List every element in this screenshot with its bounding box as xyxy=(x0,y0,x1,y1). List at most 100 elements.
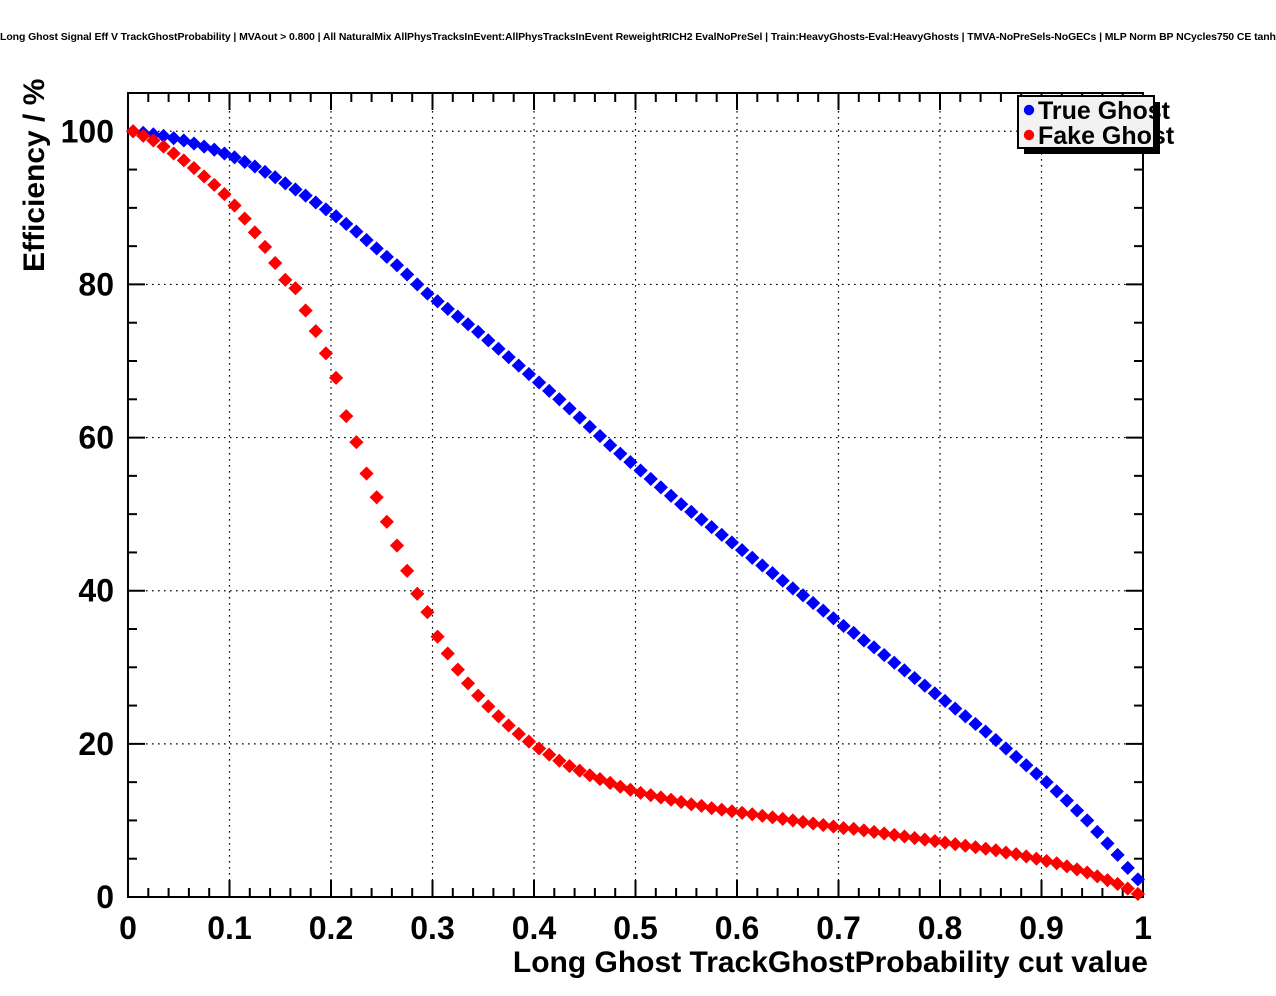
data-point xyxy=(795,814,811,830)
data-point xyxy=(1080,865,1095,880)
data-point xyxy=(268,255,283,271)
data-point xyxy=(897,663,912,678)
data-point xyxy=(846,625,861,640)
data-point xyxy=(1130,872,1145,887)
data-point xyxy=(856,633,871,648)
data-point xyxy=(897,829,912,844)
data-point xyxy=(176,133,191,148)
x-tick-label: 0.8 xyxy=(918,910,962,946)
data-point xyxy=(724,804,739,819)
data-point xyxy=(1090,869,1105,884)
data-point xyxy=(552,392,567,407)
data-point xyxy=(775,811,790,826)
data-point xyxy=(755,558,770,573)
data-point xyxy=(948,837,963,852)
data-point xyxy=(1029,766,1044,781)
data-point xyxy=(836,821,851,836)
data-point xyxy=(603,438,618,453)
data-point xyxy=(217,187,232,202)
legend-label[interactable]: Fake Ghost xyxy=(1038,122,1175,150)
data-point xyxy=(339,409,354,424)
data-point xyxy=(511,726,526,741)
data-point xyxy=(968,840,983,855)
legend-label[interactable]: True Ghost xyxy=(1038,97,1171,125)
data-point xyxy=(521,366,536,382)
data-point xyxy=(978,724,993,739)
x-tick-label: 0.5 xyxy=(613,910,657,946)
data-point xyxy=(745,807,760,822)
data-point xyxy=(339,216,354,231)
data-point xyxy=(714,527,729,542)
data-series-group xyxy=(126,124,1145,901)
data-point xyxy=(1029,851,1044,866)
data-point xyxy=(948,701,963,716)
data-point xyxy=(1110,847,1125,862)
data-point xyxy=(126,124,141,139)
data-point xyxy=(623,782,638,797)
data-point xyxy=(907,670,922,686)
x-tick-label: 0.6 xyxy=(715,910,759,946)
y-axis-tick-labels: 0 20 40 60 80 100 xyxy=(61,113,114,915)
data-point xyxy=(349,435,364,450)
data-point xyxy=(562,401,577,416)
data-point xyxy=(227,150,242,165)
data-point xyxy=(379,514,394,529)
y-axis-title: Efficiency / % xyxy=(18,79,51,272)
data-point xyxy=(1110,876,1125,892)
data-point xyxy=(420,605,435,620)
data-point xyxy=(603,775,618,790)
data-point xyxy=(927,834,942,849)
data-point xyxy=(552,753,567,768)
x-tick-label: 0 xyxy=(119,910,137,946)
data-point xyxy=(755,808,770,823)
legend-marker-icon xyxy=(1023,129,1035,141)
data-point xyxy=(856,823,871,838)
data-point xyxy=(389,258,405,273)
data-point xyxy=(207,142,222,157)
data-point xyxy=(745,550,760,565)
data-point xyxy=(623,455,638,470)
data-point xyxy=(166,131,181,146)
data-point xyxy=(1120,881,1135,896)
data-point xyxy=(1090,824,1105,839)
data-point xyxy=(227,198,242,213)
data-point xyxy=(156,139,171,154)
data-point xyxy=(471,688,486,703)
data-point xyxy=(491,709,506,724)
data-point xyxy=(613,779,628,794)
data-point xyxy=(846,821,861,836)
legend-background xyxy=(1017,95,1155,149)
data-point xyxy=(806,816,821,831)
data-point xyxy=(1069,862,1085,877)
data-point xyxy=(562,759,577,774)
data-point xyxy=(532,741,547,756)
data-point xyxy=(1100,836,1115,851)
data-point xyxy=(237,154,252,169)
data-point xyxy=(410,277,425,292)
data-point xyxy=(1069,803,1085,818)
data-point xyxy=(318,346,333,361)
x-axis-title: Long Ghost TrackGhostProbability cut val… xyxy=(513,946,1148,979)
data-point xyxy=(542,383,557,398)
data-point xyxy=(450,662,465,677)
data-point xyxy=(887,827,902,843)
data-point xyxy=(613,446,628,461)
data-point xyxy=(400,563,415,578)
data-point xyxy=(998,741,1014,756)
data-point xyxy=(460,676,476,691)
data-point xyxy=(410,586,425,601)
plot-frame xyxy=(127,92,1144,898)
series-fake-ghost xyxy=(126,124,1145,901)
plot-title: Long Ghost Signal Eff V TrackGhostProbab… xyxy=(0,31,1276,43)
data-point xyxy=(907,830,922,846)
data-point xyxy=(278,272,293,287)
data-point xyxy=(400,267,415,282)
series-true-ghost xyxy=(126,124,1145,887)
data-point xyxy=(826,819,841,834)
data-point xyxy=(958,838,973,853)
data-point xyxy=(379,249,394,264)
data-point xyxy=(460,317,476,332)
data-point xyxy=(511,358,526,373)
x-tick-label: 1 xyxy=(1134,910,1152,946)
